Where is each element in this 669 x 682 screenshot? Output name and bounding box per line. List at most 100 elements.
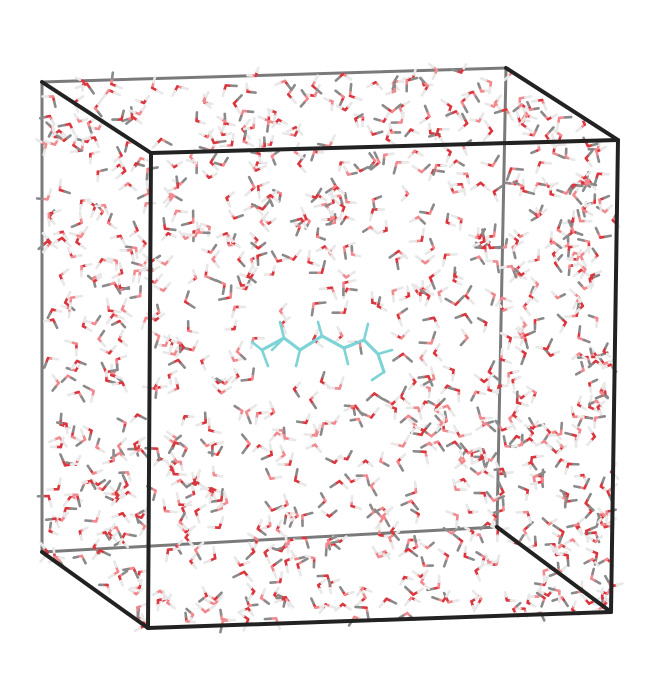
hydrogen-bond-half (158, 312, 166, 319)
water-molecule (411, 163, 431, 174)
hydrogen-bond-half (208, 130, 213, 139)
hydrogen-bond-half (444, 297, 452, 304)
hydrogen-bond-half (365, 588, 373, 593)
hydrogen-bond-half (81, 480, 89, 485)
water-molecule (277, 452, 295, 466)
hydrogen-bond-half (319, 236, 327, 241)
hydrogen-bond-half (515, 110, 520, 118)
water-molecule (492, 184, 504, 203)
hydrogen-bond-half (334, 605, 341, 612)
hydrogen-bond-half (519, 261, 526, 268)
water-molecule (530, 276, 540, 294)
hydrogen-bond-half (319, 604, 327, 609)
hydrogen-bond-half (268, 443, 273, 451)
hydrogen-bond-half (261, 587, 267, 595)
hydrogen-bond-half (594, 270, 603, 275)
water-molecule (246, 66, 260, 78)
water-molecule (201, 169, 219, 180)
hydrogen-bond-half (471, 459, 479, 465)
hydrogen-bond-half (404, 434, 410, 443)
water-molecule (566, 523, 584, 536)
hydrogen-bond-half (479, 391, 487, 396)
water-molecule (596, 400, 606, 417)
hydrogen-bond-half (95, 272, 103, 278)
water-molecule (484, 553, 498, 564)
hydrogen-bond-half (296, 123, 302, 132)
hydrogen-bond-half (585, 477, 591, 485)
hydrogen-bond-half (115, 363, 119, 372)
hydrogen-bond-half (530, 603, 537, 608)
hydrogen-bond-half (277, 505, 285, 511)
hydrogen-bond-half (244, 132, 251, 140)
hydrogen-bond-half (282, 327, 288, 335)
water-molecule (369, 151, 381, 171)
water-molecule (420, 441, 438, 451)
hydrogen-bond-half (130, 185, 138, 192)
hydrogen-bond-half (573, 484, 581, 489)
hydrogen-bond-half (417, 151, 424, 157)
hydrogen-bond-half (479, 537, 484, 544)
hydrogen-bond-half (404, 399, 411, 406)
hydrogen-bond-half (55, 134, 62, 140)
hydrogen-bond-half (89, 210, 95, 218)
water-molecule (419, 203, 436, 215)
water-molecule (248, 161, 267, 172)
water-molecule (282, 426, 297, 442)
hydrogen-bond-half (237, 610, 245, 618)
hydrogen-bond-half (216, 591, 223, 598)
water-molecule (572, 184, 583, 206)
hydrogen-bond-half (202, 597, 211, 604)
hydrogen-bond-half (519, 533, 525, 541)
hydrogen-bond-half (367, 462, 374, 468)
water-molecule (292, 381, 302, 398)
hydrogen-bond-half (288, 437, 297, 442)
hydrogen-bond-half (467, 285, 473, 293)
hydrogen-bond-half (541, 423, 548, 430)
water-molecule (165, 460, 174, 477)
water-molecule (408, 227, 426, 243)
water-molecule (100, 88, 122, 101)
water-molecule (470, 533, 484, 544)
hydrogen-bond-half (70, 127, 77, 136)
hydrogen-bond-half (512, 244, 517, 252)
hydrogen-bond-half (597, 517, 603, 524)
hydrogen-bond-half (109, 485, 116, 493)
water-molecule (163, 434, 183, 444)
water-molecule (293, 468, 307, 487)
water-molecule (96, 531, 111, 541)
water-molecule (109, 234, 127, 247)
hydrogen-bond-half (136, 194, 145, 200)
hydrogen-bond-half (188, 233, 195, 238)
hydrogen-bond-half (64, 339, 73, 344)
hydrogen-bond-half (590, 525, 598, 531)
hydrogen-bond-half (594, 226, 600, 235)
hydrogen-bond-half (420, 443, 427, 449)
hydrogen-bond-half (299, 101, 306, 108)
water-molecule (264, 467, 283, 481)
hydrogen-bond-half (513, 229, 519, 235)
hydrogen-bond-half (249, 231, 256, 238)
water-molecule (594, 226, 612, 239)
hydrogen-bond-half (487, 508, 494, 515)
hydrogen-bond-half (349, 418, 357, 422)
hydrogen-bond-half (440, 98, 448, 105)
hydrogen-bond-half (393, 520, 400, 528)
hydrogen-bond-half (128, 588, 135, 594)
hydrogen-bond-half (243, 560, 251, 566)
hydrogen-bond-half (337, 269, 344, 276)
hydrogen-bond-half (525, 126, 533, 133)
water-molecule (225, 191, 236, 208)
hydrogen-bond-half (216, 503, 224, 510)
water-molecule (442, 525, 460, 535)
hydrogen-bond-half (551, 518, 558, 524)
hydrogen-bond-half (277, 519, 283, 527)
hydrogen-bond-half (514, 345, 523, 352)
solute-bond (282, 336, 302, 352)
hydrogen-bond-half (420, 218, 427, 225)
hydrogen-bond-half (113, 541, 120, 547)
hydrogen-bond-half (576, 261, 583, 268)
water-molecule (392, 161, 410, 175)
hydrogen-bond-half (601, 382, 606, 390)
hydrogen-bond-half (585, 170, 592, 177)
water-molecule (242, 116, 256, 131)
